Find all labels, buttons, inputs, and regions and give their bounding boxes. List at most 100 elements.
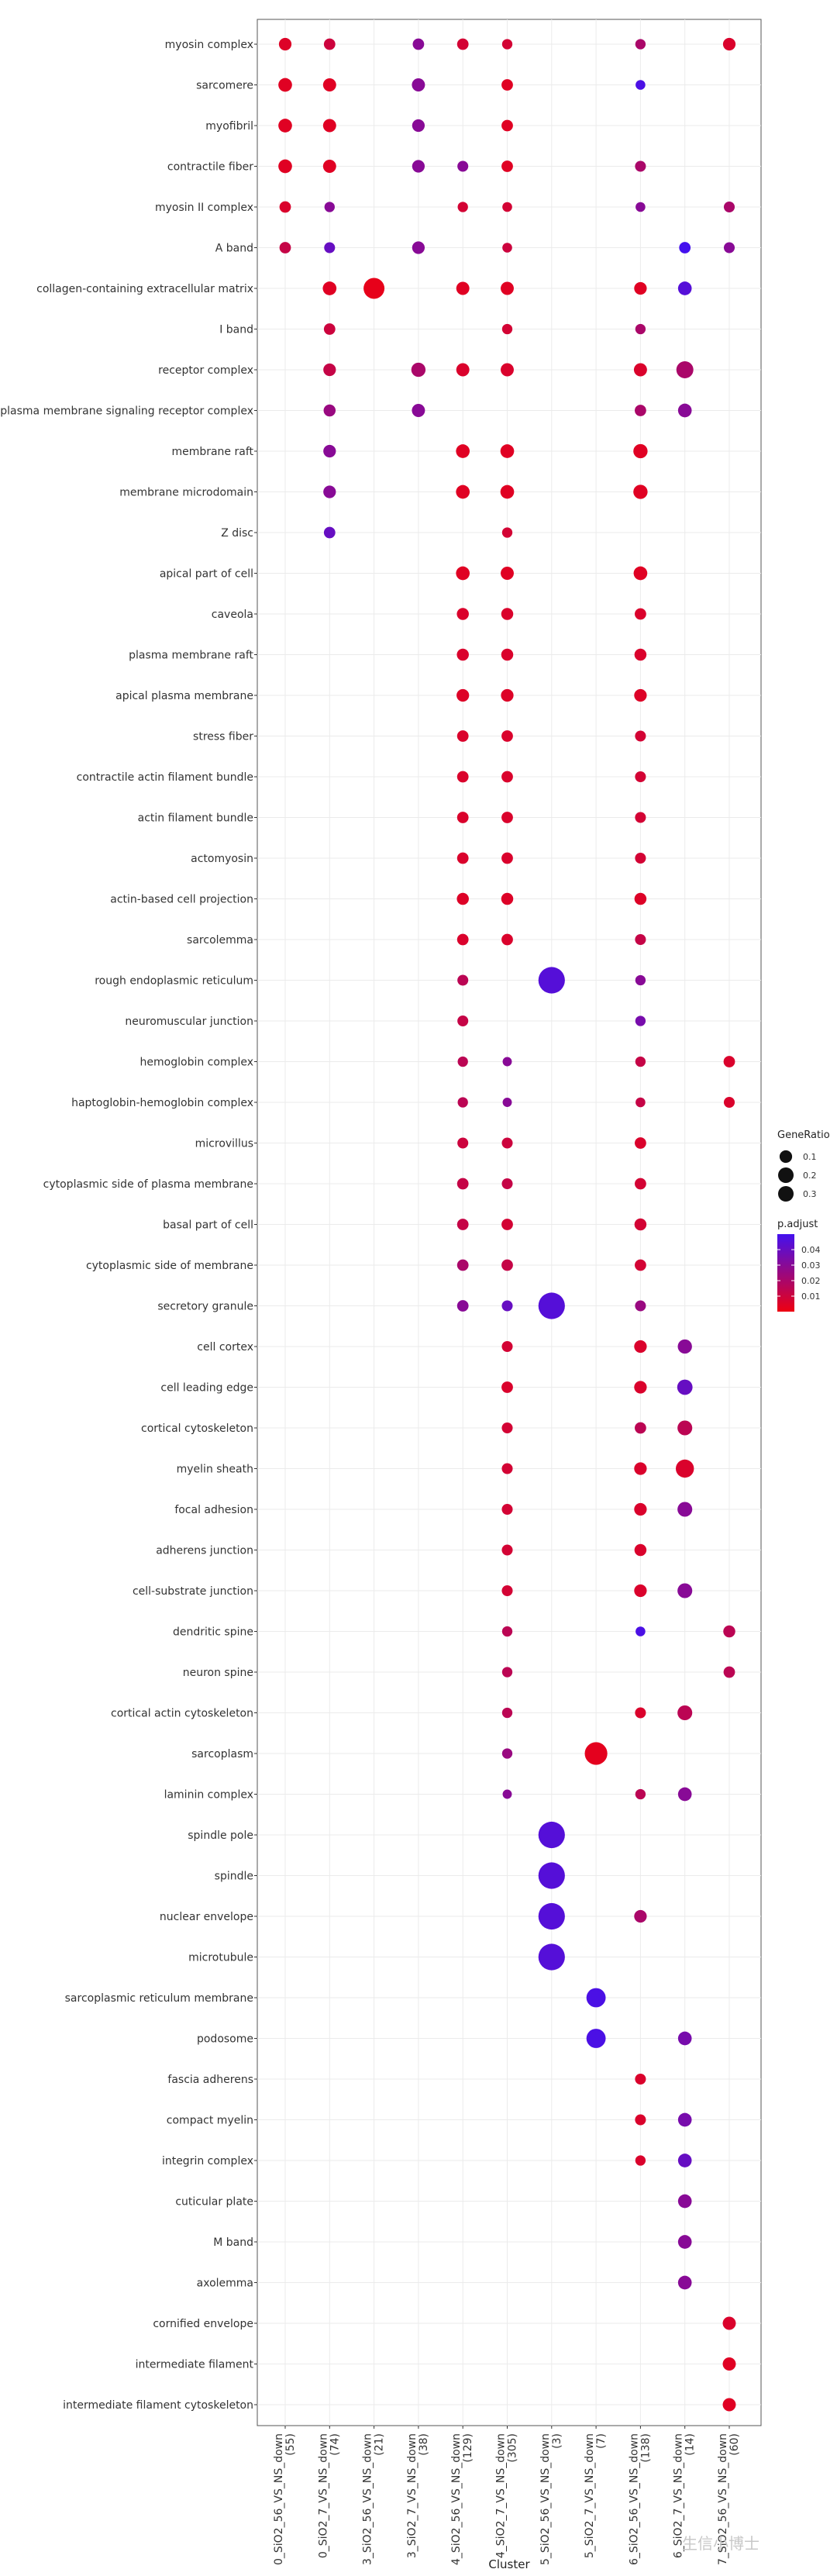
- data-point: [456, 608, 469, 620]
- data-point: [501, 1667, 513, 1678]
- data-point: [323, 485, 336, 498]
- data-point: [501, 1748, 513, 1759]
- data-point: [635, 1422, 646, 1434]
- data-point: [456, 1259, 469, 1271]
- data-point: [633, 363, 647, 377]
- data-point: [502, 202, 512, 212]
- data-point: [501, 567, 514, 580]
- y-tick-label: intermediate filament cytoskeleton: [63, 2399, 253, 2412]
- y-tick-label: sarcoplasm: [191, 1748, 253, 1760]
- data-point: [501, 1178, 513, 1190]
- data-point: [635, 1300, 646, 1312]
- data-point: [323, 444, 336, 458]
- y-tick-label: apical plasma membrane: [115, 690, 253, 702]
- y-tick-label: I band: [219, 324, 253, 336]
- y-tick-label: cuticular plate: [175, 2196, 253, 2209]
- y-tick-label: axolemma: [197, 2278, 253, 2290]
- data-point: [501, 852, 513, 864]
- legend-size-dot: [778, 1186, 794, 1202]
- data-point: [677, 403, 692, 418]
- y-tick-label: neuron spine: [183, 1667, 253, 1679]
- data-point: [501, 1340, 513, 1353]
- x-tick-label-text: 5_SiO2_7_VS_NS_down(7): [584, 2433, 608, 2558]
- data-point: [723, 1056, 735, 1067]
- y-tick-label: fascia adherens: [167, 2074, 253, 2086]
- data-point: [456, 771, 469, 783]
- y-tick-label: sarcomere: [196, 80, 253, 92]
- data-point: [412, 404, 425, 417]
- data-point: [636, 1097, 646, 1108]
- data-point: [278, 119, 292, 133]
- y-tick-label: actomyosin: [191, 853, 253, 865]
- data-point: [501, 1503, 513, 1516]
- data-point: [501, 1585, 513, 1597]
- y-tick-label: cell leading edge: [160, 1382, 253, 1395]
- data-point: [634, 1381, 647, 1394]
- data-point: [501, 1259, 513, 1271]
- data-point: [635, 2073, 646, 2085]
- data-point: [635, 39, 646, 50]
- data-point: [677, 281, 692, 295]
- data-point: [501, 771, 513, 783]
- data-point: [635, 608, 646, 620]
- data-point: [501, 1707, 513, 1719]
- data-point: [584, 1742, 608, 1765]
- data-point: [634, 648, 647, 661]
- data-point: [723, 1666, 735, 1678]
- legend-size-dot: [778, 1167, 794, 1183]
- data-point: [412, 78, 425, 91]
- y-tick-label: M band: [213, 2236, 253, 2249]
- data-point: [412, 241, 425, 254]
- data-point: [456, 363, 470, 377]
- data-point: [635, 405, 646, 416]
- data-point: [636, 1626, 646, 1636]
- y-tick-label: myosin complex: [165, 39, 253, 51]
- data-point: [279, 242, 291, 253]
- data-point: [501, 281, 514, 295]
- y-tick-label: basal part of cell: [163, 1219, 253, 1232]
- data-point: [412, 38, 425, 50]
- y-tick-label: collagen-containing extracellular matrix: [36, 283, 253, 295]
- data-point: [501, 892, 514, 905]
- x-tick-label: 6_SiO2_56_VS_NS_down(138): [628, 2433, 652, 2565]
- data-point: [633, 485, 648, 499]
- data-point: [635, 323, 646, 335]
- data-point: [322, 119, 336, 133]
- y-tick-label: microtubule: [188, 1952, 253, 1964]
- legend-color-label: 0.01: [801, 1291, 821, 1302]
- legend-size-label: 0.3: [803, 1189, 817, 1199]
- data-point: [457, 1097, 468, 1108]
- y-tick-label: cortical cytoskeleton: [141, 1422, 253, 1435]
- data-point: [677, 2235, 692, 2249]
- data-point: [323, 404, 336, 417]
- legend-color-title: p.adjust: [777, 1219, 818, 1230]
- data-point: [677, 2031, 692, 2046]
- data-point: [456, 688, 470, 702]
- y-tick-label: myofibril: [205, 120, 253, 133]
- y-tick-label: sarcolemma: [187, 934, 253, 947]
- data-point: [278, 78, 292, 92]
- data-point: [501, 527, 513, 538]
- data-point: [323, 38, 336, 50]
- x-tick-label: 0_SiO2_7_VS_NS_down(74): [317, 2433, 341, 2558]
- data-point: [722, 2316, 736, 2330]
- data-point: [634, 1909, 647, 1923]
- data-point: [635, 1056, 646, 1067]
- data-point: [324, 202, 335, 212]
- x-tick-label-text: 5_SiO2_56_VS_NS_down(3): [539, 2433, 563, 2565]
- y-tick-label: contractile actin filament bundle: [77, 771, 253, 784]
- y-tick-label: nuclear envelope: [160, 1911, 253, 1923]
- y-axis-labels: myosin complex sarcomere myofibril contract…: [0, 39, 257, 2412]
- data-point: [500, 485, 515, 499]
- data-point: [633, 443, 648, 459]
- data-point: [586, 1988, 606, 2008]
- data-point: [456, 892, 469, 905]
- data-point: [634, 1584, 647, 1598]
- data-point: [323, 363, 336, 377]
- data-point: [677, 1583, 693, 1598]
- x-tick-label: 7_SiO2_56_VS_NS_down(60): [717, 2433, 741, 2565]
- data-point: [501, 608, 514, 620]
- y-tick-label: membrane microdomain: [119, 487, 253, 499]
- x-tick-label-text: 6_SiO2_7_VS_NS_down(14): [673, 2433, 697, 2558]
